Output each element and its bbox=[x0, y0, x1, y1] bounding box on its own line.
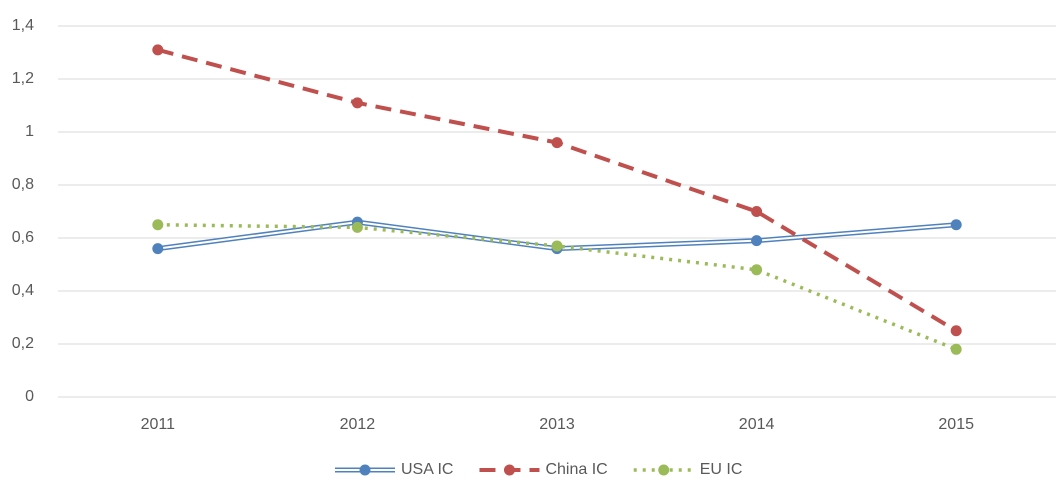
point bbox=[551, 137, 563, 149]
legend-label: EU IC bbox=[700, 461, 743, 478]
point bbox=[950, 219, 962, 231]
y-tick-label: 0,2 bbox=[12, 335, 34, 352]
point bbox=[950, 343, 962, 355]
point bbox=[152, 243, 164, 255]
x-tick-label: 2011 bbox=[141, 416, 176, 433]
point bbox=[351, 221, 363, 233]
point bbox=[152, 44, 164, 56]
point bbox=[950, 325, 962, 337]
point bbox=[751, 264, 763, 276]
legend-label: USA IC bbox=[401, 461, 453, 478]
point bbox=[751, 235, 763, 247]
point bbox=[551, 240, 563, 252]
x-tick-label: 2012 bbox=[340, 416, 376, 433]
y-tick-label: 1 bbox=[25, 123, 34, 140]
y-tick-label: 1,2 bbox=[12, 70, 34, 87]
x-tick-label: 2014 bbox=[739, 416, 775, 433]
legend-marker bbox=[359, 464, 371, 476]
y-tick-label: 0 bbox=[25, 388, 34, 405]
y-tick-label: 0,8 bbox=[12, 176, 34, 193]
point bbox=[751, 206, 763, 217]
x-tick-label: 2013 bbox=[539, 416, 575, 433]
series-line bbox=[157, 47, 958, 333]
legend-marker bbox=[658, 464, 670, 476]
x-tick-label: 2015 bbox=[938, 416, 974, 433]
legend-marker bbox=[503, 464, 515, 476]
y-tick-label: 1,4 bbox=[12, 17, 34, 34]
y-tick-label: 0,4 bbox=[12, 282, 34, 299]
point bbox=[152, 219, 164, 231]
legend-label: China IC bbox=[545, 461, 607, 478]
y-tick-label: 0,6 bbox=[12, 229, 34, 246]
point bbox=[351, 97, 363, 109]
